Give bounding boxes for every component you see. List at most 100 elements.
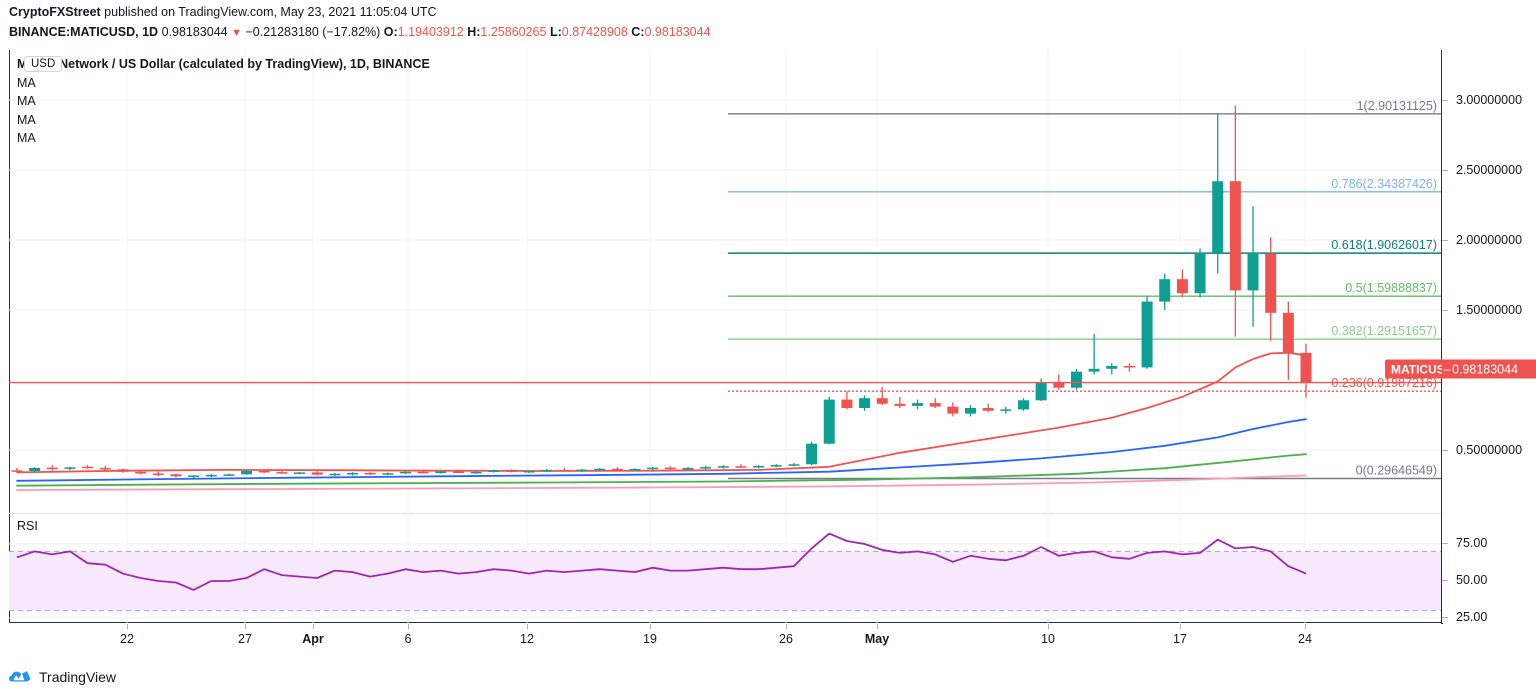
candlestick [346, 472, 358, 476]
candlestick [1123, 363, 1135, 372]
tradingview-brand: TradingView [39, 669, 117, 685]
legend-ma-4[interactable]: MA [17, 131, 36, 145]
candlestick [682, 467, 694, 470]
candlestick [947, 402, 959, 417]
time-axis-tick [786, 624, 787, 629]
fib-label: 0.5(1.59888837) [1345, 281, 1437, 295]
currency-badge: USD [24, 56, 63, 72]
candlestick [894, 396, 906, 408]
candlestick [1176, 269, 1188, 298]
high-label: H: [467, 25, 481, 39]
time-axis-tick [877, 624, 878, 629]
price-axis-label: 2.50000000 [1456, 163, 1523, 177]
candlestick [1088, 333, 1100, 375]
candlestick [329, 472, 341, 477]
price-pane[interactable]: 1(2.90131125) 0.786(2.34387426) 0.618(1.90… [9, 50, 1441, 512]
time-axis-label: Apr [302, 632, 324, 646]
candlestick [417, 470, 429, 474]
price-axis-tick [1442, 310, 1448, 311]
candlestick [223, 473, 235, 477]
time-axis-label: 24 [1298, 632, 1312, 646]
chart-title: MATIC Network / US Dollar (calculated by… [17, 57, 430, 71]
candlestick [1247, 206, 1259, 327]
candlestick [859, 395, 871, 411]
candlestick [664, 466, 676, 470]
price-axis-label: 2.00000000 [1456, 233, 1523, 247]
candlestick [611, 467, 623, 471]
time-axis-label: 6 [404, 632, 412, 646]
rsi-chart-svg [9, 514, 1441, 623]
candlestick [188, 475, 200, 478]
candlestick [1212, 114, 1224, 274]
time-axis-label: May [864, 632, 890, 646]
candlestick [452, 470, 464, 474]
candlestick [1194, 248, 1206, 298]
candlestick [276, 471, 288, 474]
candlestick [753, 465, 765, 469]
candlestick [29, 467, 41, 472]
time-axis-tick [1048, 624, 1049, 629]
close-label: C: [631, 25, 645, 39]
rsi-axis-label: 25.00 [1456, 610, 1488, 624]
fib-label: 0.382(1.29151657) [1331, 324, 1437, 338]
symbol-price-tag: MATICUSD [1385, 359, 1460, 379]
fib-label: 0.618(1.90626017) [1331, 238, 1437, 252]
legend-ma-1[interactable]: MA [17, 75, 36, 90]
candlestick [294, 471, 306, 475]
time-axis[interactable]: 22 27 Apr 6 12 19 26 May 10 17 24 [9, 624, 1536, 658]
price-axis[interactable]: 3.00000000 2.50000000 2.00000000 1.50000000… [1442, 50, 1536, 624]
time-axis-tick [1180, 624, 1181, 629]
candlestick [965, 405, 977, 417]
tradingview-footer: TradingView [9, 668, 116, 686]
candlestick [788, 462, 800, 467]
low-value: 0.87428908 [561, 25, 628, 39]
candlestick [523, 470, 535, 473]
price-axis-tick [1442, 240, 1448, 241]
candlestick [929, 398, 941, 408]
candlestick [152, 471, 164, 477]
candlestick [364, 472, 376, 475]
candlestick [241, 470, 253, 475]
legend-rsi[interactable]: RSI [17, 519, 38, 533]
candlestick [823, 396, 835, 445]
legend-ma-2[interactable]: MA [17, 94, 36, 108]
time-axis-label: 19 [643, 632, 657, 646]
candlestick [1141, 296, 1153, 369]
time-axis-tick [527, 624, 528, 629]
candlestick [982, 403, 994, 413]
published-text: published on TradingView.com, May 23, 20… [100, 5, 437, 19]
chart-frame [9, 50, 1529, 623]
candlestick [135, 470, 147, 475]
candlestick [629, 468, 641, 471]
current-price-tag: – 0.98183044 [1442, 359, 1536, 379]
legend-ma-3[interactable]: MA [17, 112, 36, 127]
last-price: 0.98183044 [161, 25, 228, 39]
chart-header: CryptoFXStreet published on TradingView.… [0, 0, 1536, 48]
candlestick [1159, 273, 1171, 310]
fib-label: 1(2.90131125) [1357, 99, 1437, 113]
change-arrow-icon: ▼ [231, 27, 242, 39]
candlestick [594, 467, 606, 471]
open-value: 1.19403912 [397, 25, 464, 39]
time-axis-tick [245, 624, 246, 629]
candlestick [46, 465, 58, 471]
candlestick [505, 469, 517, 473]
rsi-axis-tick [1442, 617, 1448, 618]
rsi-pane[interactable] [9, 513, 1441, 623]
candlestick [435, 471, 447, 474]
candlestick [205, 473, 217, 478]
time-axis-label: 26 [779, 632, 793, 646]
candlestick [541, 469, 553, 473]
candlestick [82, 465, 94, 469]
time-axis-label: 17 [1173, 632, 1187, 646]
time-axis-label: 27 [238, 632, 252, 646]
candlestick [1000, 406, 1012, 414]
candlestick [1229, 105, 1241, 337]
time-axis-label: 22 [120, 632, 134, 646]
candlestick [717, 465, 729, 469]
price-axis-label: 3.00000000 [1456, 93, 1523, 107]
candlestick [64, 466, 76, 471]
candlestick [170, 473, 182, 478]
publisher-line: CryptoFXStreet published on TradingView.… [9, 5, 437, 19]
candlestick [1300, 343, 1312, 398]
